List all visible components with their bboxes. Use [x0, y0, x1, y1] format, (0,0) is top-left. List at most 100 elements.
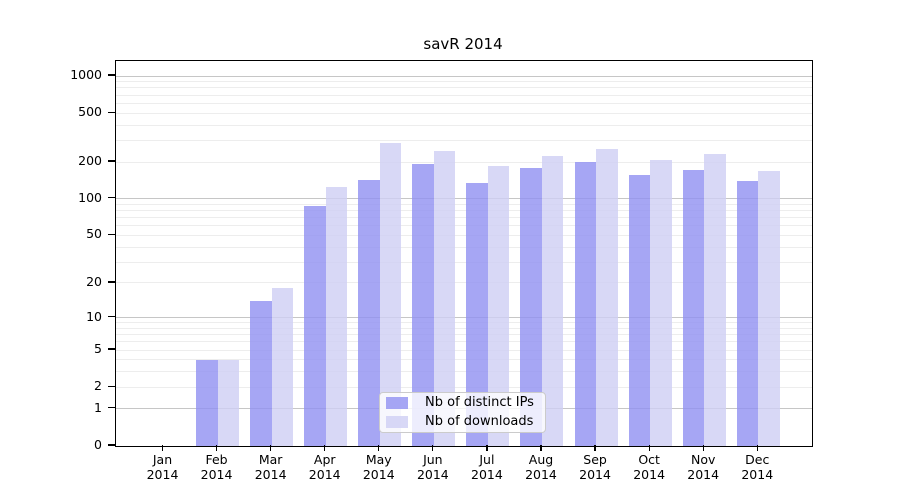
gridline-90 — [116, 203, 812, 205]
x-tick-may — [378, 445, 380, 451]
gridline-800 — [116, 87, 812, 89]
y-tick-100 — [108, 197, 115, 199]
bar-oct-downloads — [650, 160, 672, 446]
gridline-1000 — [116, 75, 812, 77]
y-tick-20 — [108, 281, 115, 283]
x-tick-aug — [540, 445, 542, 451]
gridline-100 — [116, 198, 812, 200]
x-tick-label-apr: Apr 2014 — [308, 452, 341, 482]
gridline-20 — [116, 282, 812, 284]
x-tick-jan — [161, 445, 164, 451]
y-tick-2 — [108, 385, 115, 387]
bar-jul-distinct-ips — [466, 182, 488, 446]
x-tick-label-aug: Aug 2014 — [525, 452, 557, 482]
bar-feb-distinct-ips — [196, 359, 218, 446]
y-tick-0 — [108, 444, 115, 446]
x-tick-dec — [756, 445, 758, 451]
bar-nov-downloads — [704, 154, 726, 446]
bar-apr-downloads — [325, 187, 348, 446]
bar-dec-downloads — [758, 170, 780, 446]
gridline-10 — [116, 317, 812, 319]
legend-swatch-distinct-ips — [386, 397, 408, 409]
bar-aug-distinct-ips — [520, 167, 542, 446]
y-tick-label-500: 500 — [78, 104, 102, 120]
legend-label-distinct-ips: Nb of distinct IPs — [425, 395, 534, 410]
y-tick-label-1000: 1000 — [70, 67, 102, 83]
x-tick-apr — [324, 445, 326, 451]
y-tick-10 — [108, 315, 115, 318]
y-tick-label-50: 50 — [86, 226, 102, 242]
x-tick-oct — [648, 445, 650, 451]
y-tick-50 — [108, 233, 115, 236]
x-tick-label-feb: Feb 2014 — [200, 452, 233, 482]
gridline-4 — [116, 359, 812, 361]
gridline-200 — [116, 161, 812, 163]
x-tick-feb — [215, 445, 218, 451]
x-tick-jul — [486, 445, 488, 451]
bar-jul-downloads — [487, 165, 510, 446]
bar-oct-distinct-ips — [628, 175, 651, 446]
y-tick-label-5: 5 — [94, 341, 102, 357]
bars-layer — [116, 61, 812, 446]
gridline-6 — [116, 341, 812, 343]
x-tick-label-oct: Oct 2014 — [633, 452, 666, 482]
x-tick-jun — [432, 445, 434, 451]
bar-nov-distinct-ips — [682, 170, 705, 446]
gridline-2 — [116, 386, 812, 388]
x-tick-label-jul: Jul 2014 — [471, 452, 503, 482]
bar-may-distinct-ips — [358, 180, 380, 446]
y-tick-5 — [108, 348, 115, 350]
x-tick-label-sep: Sep 2014 — [579, 452, 611, 482]
x-tick-label-nov: Nov 2014 — [687, 452, 720, 482]
bar-sep-downloads — [596, 148, 618, 446]
y-tick-label-200: 200 — [78, 153, 102, 169]
x-tick-label-may: May 2014 — [362, 452, 395, 482]
gridline-300 — [116, 139, 812, 141]
bar-feb-downloads — [217, 359, 240, 446]
gridline-3 — [116, 371, 812, 373]
y-tick-label-0: 0 — [94, 437, 102, 452]
gridlines-layer — [116, 61, 812, 446]
plot-area — [115, 60, 813, 447]
gridline-50 — [116, 234, 812, 236]
y-tick-label-2: 2 — [94, 378, 102, 394]
gridline-9 — [116, 322, 812, 324]
bar-apr-distinct-ips — [304, 206, 326, 446]
gridline-70 — [116, 217, 812, 219]
y-tick-1000 — [108, 74, 115, 76]
y-tick-1 — [108, 407, 115, 409]
bar-aug-downloads — [541, 155, 564, 446]
bar-jun-distinct-ips — [412, 164, 434, 446]
x-tick-label-dec: Dec 2014 — [741, 452, 774, 482]
y-tick-label-100: 100 — [78, 189, 102, 205]
gridline-700 — [116, 94, 812, 96]
bar-mar-downloads — [271, 288, 294, 446]
legend-label-downloads: Nb of downloads — [425, 414, 534, 429]
bar-jun-downloads — [433, 151, 456, 446]
gridline-5 — [116, 349, 812, 351]
legend-entry-distinct-ips: Nb of distinct IPs — [386, 396, 539, 410]
x-tick-mar — [270, 445, 272, 451]
gridline-30 — [116, 261, 812, 263]
y-tick-500 — [108, 111, 115, 113]
gridline-80 — [116, 210, 812, 212]
y-tick-label-20: 20 — [86, 273, 102, 289]
legend-entry-downloads: Nb of downloads — [386, 415, 539, 429]
y-tick-200 — [108, 160, 115, 162]
gridline-900 — [116, 81, 812, 83]
bar-sep-distinct-ips — [574, 162, 597, 446]
y-tick-label-10: 10 — [86, 308, 102, 324]
chart-title: savR 2014 — [423, 35, 503, 53]
y-tick-label-1: 1 — [94, 399, 102, 415]
x-tick-label-jan: Jan 2014 — [146, 452, 179, 482]
x-tick-label-mar: Mar 2014 — [254, 452, 287, 482]
bar-mar-distinct-ips — [250, 300, 272, 446]
x-tick-sep — [594, 445, 596, 451]
legend: Nb of distinct IPs Nb of downloads — [379, 392, 546, 433]
x-tick-nov — [702, 445, 704, 451]
x-tick-label-jun: Jun 2014 — [416, 452, 449, 482]
gridline-8 — [116, 327, 812, 329]
bar-may-downloads — [379, 143, 402, 446]
bar-dec-distinct-ips — [736, 180, 759, 446]
